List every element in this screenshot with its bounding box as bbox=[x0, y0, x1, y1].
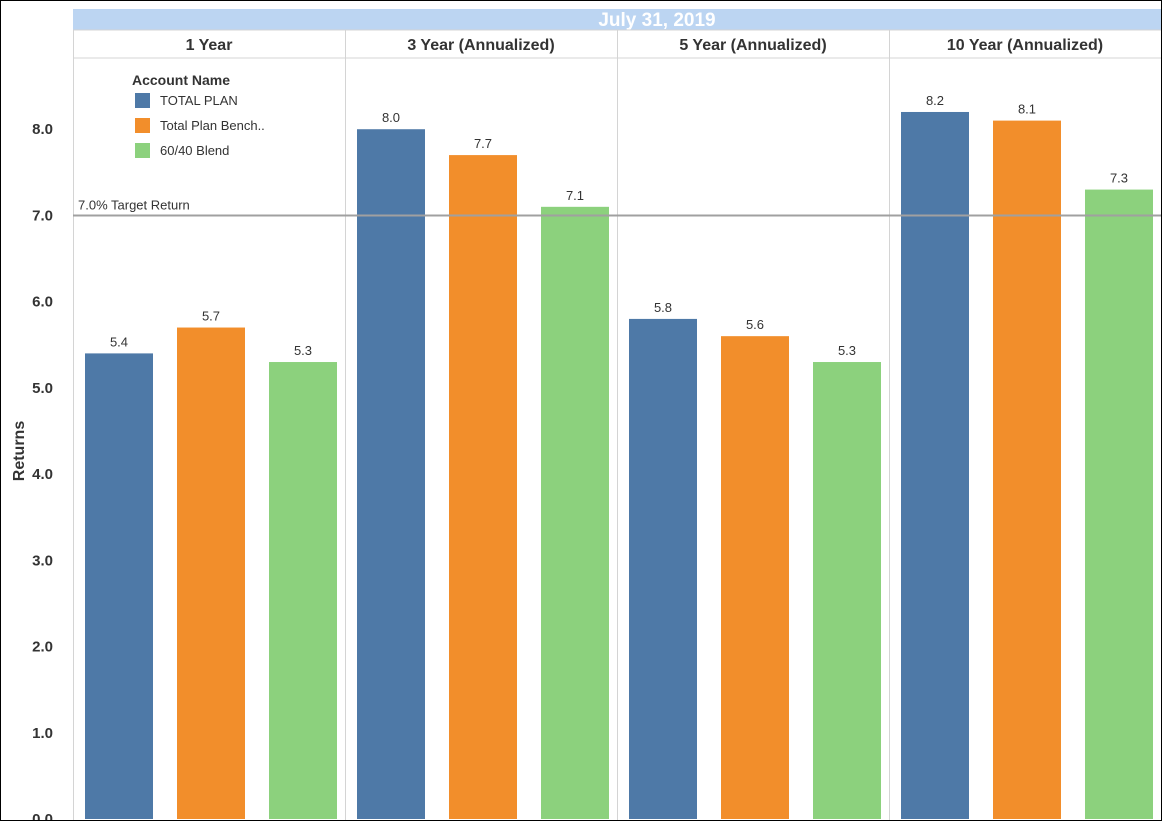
y-tick-label: 5.0 bbox=[32, 380, 53, 397]
panel-header: 10 Year (Annualized) bbox=[947, 37, 1103, 54]
legend-item-label[interactable]: TOTAL PLAN bbox=[160, 93, 238, 108]
y-axis: 0.0 1.0 2.0 3.0 4.0 5.0 6.0 7.0 8.0 bbox=[32, 121, 53, 820]
data-label: 8.2 bbox=[926, 93, 944, 108]
panel-header: 3 Year (Annualized) bbox=[407, 37, 554, 54]
panel-header: 5 Year (Annualized) bbox=[679, 37, 826, 54]
y-tick-label: 0.0 bbox=[32, 811, 53, 820]
target-return-label: 7.0% Target Return bbox=[78, 198, 190, 213]
data-label: 8.1 bbox=[1018, 102, 1036, 117]
data-label: 7.7 bbox=[474, 136, 492, 151]
bar[interactable] bbox=[269, 362, 337, 819]
legend-item-label[interactable]: Total Plan Bench.. bbox=[160, 118, 265, 133]
data-label: 5.8 bbox=[654, 300, 672, 315]
panel-header: 1 Year bbox=[186, 37, 233, 54]
data-label: 7.3 bbox=[1110, 171, 1128, 186]
legend-title: Account Name bbox=[132, 72, 230, 88]
y-tick-label: 2.0 bbox=[32, 639, 53, 656]
bar[interactable] bbox=[449, 155, 517, 820]
data-label: 5.6 bbox=[746, 317, 764, 332]
data-labels: 5.4 5.7 5.3 8.0 7.7 7.1 5.8 5.6 5.3 8.2 8.1 7.3 bbox=[110, 93, 1128, 358]
bars bbox=[85, 111, 1153, 820]
bar[interactable] bbox=[901, 111, 969, 819]
legend-swatch[interactable] bbox=[135, 118, 150, 133]
data-label: 7.1 bbox=[566, 188, 584, 203]
bar[interactable] bbox=[993, 120, 1061, 820]
panels: 1 Year 3 Year (Annualized) 5 Year (Annuali… bbox=[73, 29, 1161, 820]
legend-swatch[interactable] bbox=[135, 143, 150, 158]
bar[interactable] bbox=[541, 206, 609, 820]
bar[interactable] bbox=[721, 336, 789, 819]
y-tick-label: 8.0 bbox=[32, 121, 53, 138]
y-axis-title: Returns bbox=[11, 421, 28, 482]
legend[interactable]: Account Name TOTAL PLAN Total Plan Bench..… bbox=[132, 72, 265, 158]
bar[interactable] bbox=[85, 353, 153, 819]
data-label: 5.7 bbox=[202, 309, 220, 324]
bar[interactable] bbox=[357, 129, 425, 819]
y-tick-label: 1.0 bbox=[32, 725, 53, 742]
data-label: 5.3 bbox=[294, 343, 312, 358]
legend-swatch[interactable] bbox=[135, 93, 150, 108]
y-tick-label: 7.0 bbox=[32, 207, 53, 224]
data-label: 8.0 bbox=[382, 110, 400, 125]
y-tick-label: 6.0 bbox=[32, 294, 53, 311]
y-tick-label: 3.0 bbox=[32, 552, 53, 569]
chart-title: July 31, 2019 bbox=[598, 10, 715, 31]
reference-line-group: 7.0% Target Return bbox=[73, 198, 1161, 217]
bar[interactable] bbox=[629, 318, 697, 819]
data-label: 5.4 bbox=[110, 334, 128, 349]
bar[interactable] bbox=[177, 327, 245, 819]
bar[interactable] bbox=[1085, 189, 1153, 820]
bar[interactable] bbox=[813, 362, 881, 819]
legend-item-label[interactable]: 60/40 Blend bbox=[160, 143, 229, 158]
y-tick-label: 4.0 bbox=[32, 466, 53, 483]
title-band bbox=[73, 9, 1161, 30]
data-label: 5.3 bbox=[838, 343, 856, 358]
